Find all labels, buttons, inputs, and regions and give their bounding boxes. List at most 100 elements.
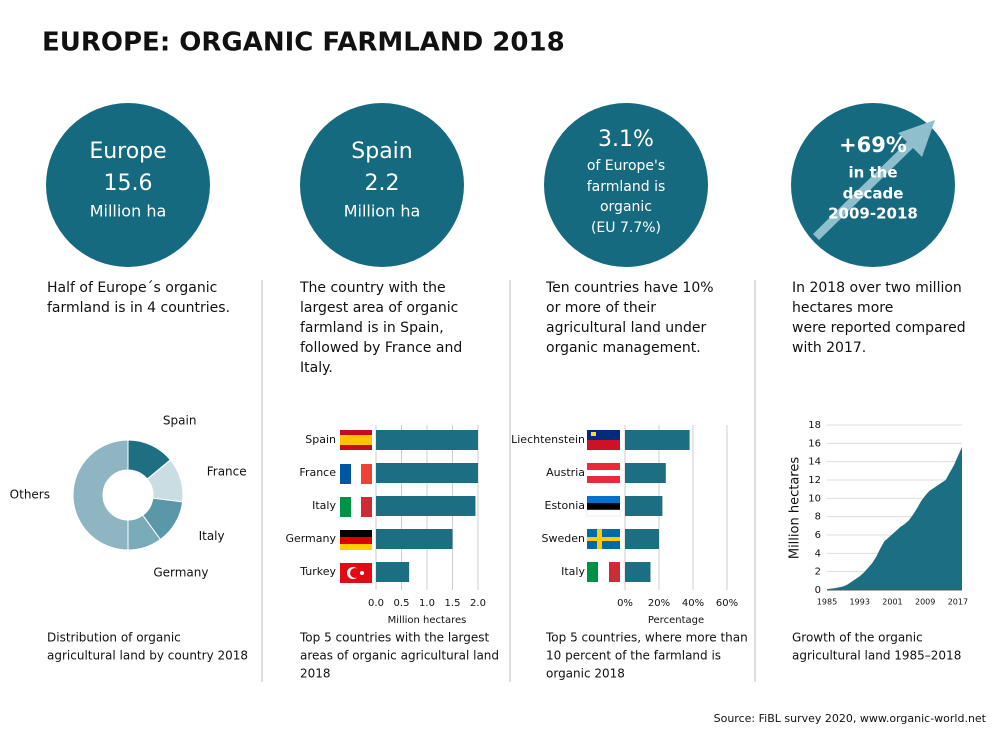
panel-caption: Distribution of organic [47,631,181,645]
y-tick-label: 2 [815,567,821,578]
y-tick-label: Austria [546,466,585,479]
highlight-text: Europe [89,139,166,164]
y-tick-label: Italy [561,565,585,578]
y-tick-label: 6 [815,530,821,541]
donut-label: Italy [199,529,225,543]
panel-text: farmland is in 4 countries. [47,300,230,316]
flag-france [340,464,372,484]
source: Source: FiBL survey 2020, www.organic-wo… [714,712,987,725]
bar [376,496,476,516]
bar [376,430,478,450]
panel-text: Italy. [300,360,333,376]
bar [625,430,690,450]
panel-caption: 2018 [300,667,331,681]
y-tick-label: Turkey [299,565,336,578]
x-tick-label: 2.0 [470,598,486,609]
bar [376,562,410,582]
highlight-text: organic [600,199,652,215]
panel-text: In 2018 over two million [792,280,962,296]
x-tick-label: 2001 [882,598,902,607]
panel-caption: 10 percent of the farmland is [546,649,721,663]
x-tick-label: 20% [648,598,670,609]
highlight-text: 3.1% [598,127,654,152]
y-tick-label: 0 [815,585,821,596]
panel-caption: Growth of the organic [792,631,923,645]
y-tick-label: Estonia [545,499,586,512]
x-tick-label: 0.5 [394,598,410,609]
flag-germany [340,530,372,550]
y-tick-label: 14 [808,457,821,468]
panel-text: Ten countries have 10% [545,280,714,296]
y-tick-label: Liechtenstein [511,433,585,446]
highlight-text: Million ha [90,202,167,221]
x-tick-label: 60% [716,598,738,609]
panel-text: largest area of organic [300,300,458,316]
panel-caption: Top 5 countries with the largest [299,631,490,645]
x-tick-label: 40% [682,598,704,609]
bar [376,463,478,483]
flag-italy [587,562,620,582]
x-tick-label: 2009 [915,598,935,607]
y-tick-label: Germany [285,532,336,545]
bar [625,529,659,549]
page-title: EUROPE: ORGANIC FARMLAND 2018 [42,28,565,58]
flag-estonia [586,496,621,517]
highlight-text: in the [848,164,897,182]
donut-label: Others [10,488,50,502]
y-tick-label: Spain [305,433,336,446]
y-tick-label: France [299,466,336,479]
highlight-text: Spain [351,139,412,164]
panel-text: agricultural land under [546,320,707,336]
x-tick-label: 1.0 [419,598,435,609]
flag-sweden [587,529,620,549]
y-tick-label: Italy [312,499,336,512]
donut-label: France [207,465,247,479]
decor [46,103,955,682]
x-tick-label: 1985 [817,598,837,607]
panel-text: organic management. [546,340,701,356]
flag-liechtenstein [587,430,620,450]
x-tick-label: 0% [617,598,633,609]
growth-arrow [813,120,935,240]
x-tick-label: 1993 [850,598,870,607]
panel-caption: Top 5 countries, where more than [545,631,748,645]
bar [625,496,663,516]
x-tick-label: 1.5 [445,598,461,609]
panel-text: followed by France and [300,340,462,356]
y-tick-label: 8 [815,512,821,523]
panel-text: were reported compared [792,320,966,336]
panel-caption: organic 2018 [546,667,625,681]
x-tick-label: 0.0 [368,598,384,609]
donut-label: Spain [163,413,197,427]
bar [625,463,666,483]
panel-text: hectares more [792,300,893,316]
highlight-circle [300,103,464,267]
highlight-text: 2009-2018 [828,205,918,223]
donut-slice [72,439,129,551]
highlight-text: (EU 7.7%) [591,220,661,236]
panel-caption: agricultural land 1985–2018 [792,649,961,663]
x-tick-label: 2017 [948,598,968,607]
highlight-text: farmland is [587,179,666,195]
highlight-text: decade [843,185,904,203]
flag-austria [587,463,620,483]
x-axis-label: Million hectares [388,615,467,626]
panel-text: The country with the [299,280,446,296]
y-tick-label: 10 [808,493,821,504]
panel-caption: agricultural land by country 2018 [47,649,248,663]
panel-text: Half of Europe´s organic [47,280,217,296]
panel-text: with 2017. [792,340,866,356]
y-tick-label: 18 [808,420,821,431]
bar [625,562,651,582]
highlight-text: Million ha [344,202,421,221]
panel-text: or more of their [546,300,656,316]
y-tick-label: 16 [808,438,821,449]
highlight-text: of Europe's [587,158,665,174]
highlight-circle [46,103,210,267]
bar [376,529,453,549]
panel-text: farmland is in Spain, [300,320,444,336]
highlight-text: 15.6 [104,171,153,196]
donut-label: Germany [153,565,208,579]
y-axis-label: Million hectares [788,457,803,559]
